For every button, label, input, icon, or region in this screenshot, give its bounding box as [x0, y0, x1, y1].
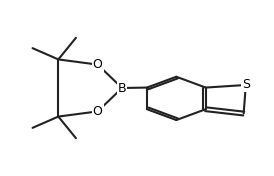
Text: O: O: [93, 58, 102, 71]
Text: S: S: [242, 78, 250, 92]
Text: B: B: [118, 81, 126, 95]
Text: O: O: [93, 105, 102, 118]
